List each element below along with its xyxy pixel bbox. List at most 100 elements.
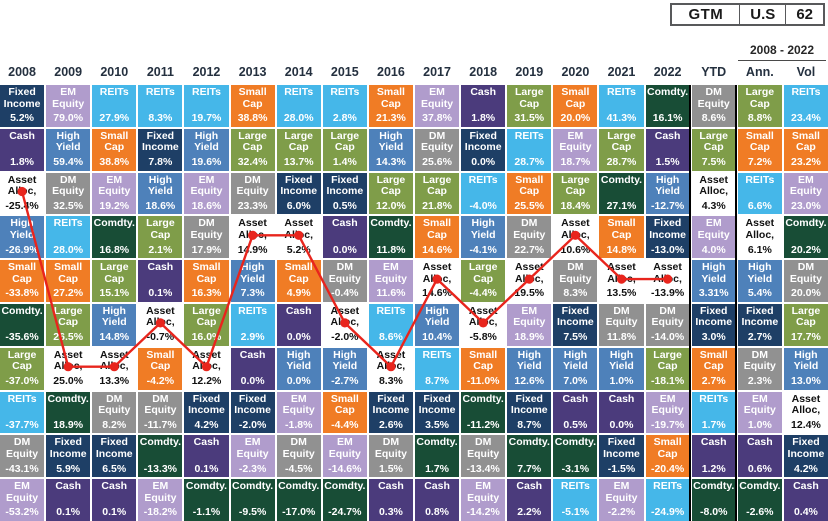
return-value: 0.0%	[286, 331, 311, 344]
quilt-cell: Asset Alloc, -13.9%	[645, 260, 690, 302]
asset-label: High Yield	[9, 217, 35, 241]
return-value: 16.8%	[99, 243, 130, 256]
asset-label: DM Equity	[559, 261, 592, 285]
asset-label: High Yield	[516, 348, 542, 373]
asset-label: DM Equity	[605, 304, 638, 329]
asset-label: EM Equity	[743, 392, 776, 417]
asset-label: High Yield	[470, 217, 496, 241]
asset-label: DM Equity	[697, 86, 730, 110]
quilt-cell: Fixed Income -1.5%	[599, 435, 644, 478]
return-value: 37.8%	[422, 112, 452, 125]
quilt-cell: Asset Alloc, 10.6%	[553, 216, 598, 259]
quilt-cell: EM Equity -1.8%	[276, 391, 321, 434]
asset-label: Asset Alloc,	[146, 304, 175, 329]
return-value: 28.0%	[53, 243, 84, 256]
quilt-cell: Cash 0.1%	[46, 479, 91, 521]
return-value: 0.0%	[286, 375, 311, 388]
asset-label: Comdty.	[739, 480, 781, 493]
asset-label: EM Equity	[98, 173, 131, 198]
quilt-cell: Asset Alloc, 6.1%	[737, 216, 782, 259]
asset-label: Fixed Income	[695, 304, 733, 329]
return-value: 27.9%	[99, 112, 130, 125]
quilt-cell: Comdty. 16.1%	[645, 85, 690, 127]
asset-label: Small Cap	[238, 86, 267, 110]
return-value: 28.0%	[283, 112, 314, 125]
asset-label: REITs	[560, 480, 590, 493]
return-value: -9.5%	[238, 506, 267, 519]
asset-label: Cash	[654, 129, 681, 142]
column-header-2015: 2015	[330, 65, 359, 79]
quilt-cell: Large Cap 15.1%	[92, 260, 137, 302]
quilt-cell: Asset Alloc, -25.4%	[0, 172, 45, 215]
asset-label: EM Equity	[374, 261, 407, 285]
return-value: 6.6%	[747, 199, 772, 212]
asset-label: Fixed Income	[603, 436, 640, 460]
quilt-cell: Small Cap 7.2%	[737, 128, 782, 171]
quilt-cell: Asset Alloc, 14.6%	[414, 260, 460, 302]
quilt-cell: DM Equity 20.0%	[783, 260, 828, 302]
quilt-cell: Small Cap 38.8%	[230, 85, 275, 127]
quilt-cell: DM Equity -0.4%	[322, 260, 367, 302]
quilt-cell: REITs 2.9%	[230, 303, 275, 346]
return-value: 2.7%	[747, 331, 772, 344]
return-value: 32.5%	[53, 199, 84, 212]
asset-label: EM Equity	[651, 392, 684, 417]
quilt-cell: High Yield 12.6%	[507, 347, 552, 390]
asset-label: Asset Alloc,	[238, 217, 267, 241]
asset-label: Large Cap	[514, 86, 544, 110]
asset-label: Cash	[101, 480, 128, 493]
return-value: 0.0%	[240, 375, 265, 388]
quilt-cell: Comdty. -17.0%	[276, 479, 321, 521]
return-value: 1.7%	[701, 418, 726, 431]
return-value: 15.1%	[99, 287, 130, 300]
quilt-cell: Cash 0.0%	[322, 216, 367, 259]
return-value: 1.8%	[10, 156, 35, 169]
return-value: -2.0%	[238, 418, 267, 431]
asset-label: EM Equity	[144, 480, 177, 504]
return-value: 8.8%	[747, 112, 772, 125]
asset-label: Comdty.	[600, 173, 643, 186]
return-value: 10.4%	[422, 331, 452, 344]
return-value: 28.7%	[514, 156, 545, 169]
asset-label: EM Equity	[421, 86, 454, 110]
asset-label: EM Equity	[559, 129, 592, 154]
return-value: -4.0%	[469, 199, 497, 212]
asset-label: High Yield	[286, 348, 312, 373]
asset-label: Small Cap	[699, 348, 728, 373]
return-value: 7.8%	[148, 156, 173, 169]
quilt-cell: Comdty. -2.6%	[737, 479, 782, 521]
quilt-cell: REITs 8.7%	[414, 347, 460, 390]
badge-gtm-label: GTM	[688, 6, 724, 23]
return-value: 16.0%	[191, 331, 222, 344]
quilt-cell: REITs -5.1%	[553, 479, 598, 521]
asset-label: Cash	[746, 436, 773, 449]
return-value: 0.6%	[747, 462, 772, 475]
return-value: 6.5%	[102, 462, 127, 475]
return-value: 13.0%	[791, 375, 821, 388]
return-value: 25.5%	[514, 199, 545, 212]
quilt-cell: EM Equity 1.0%	[737, 391, 782, 434]
quilt-cell: Small Cap 14.8%	[599, 216, 644, 259]
asset-label: Cash	[9, 129, 35, 142]
asset-label: Asset Alloc,	[7, 173, 37, 198]
quilt-cell: DM Equity 17.9%	[184, 216, 229, 259]
asset-label: Large Cap	[653, 348, 682, 373]
asset-label: High Yield	[148, 173, 173, 198]
return-value: -2.6%	[746, 506, 774, 519]
quilt-cell: EM Equity 18.7%	[553, 128, 598, 171]
quilt-cell: EM Equity -14.6%	[322, 435, 367, 478]
quilt-cell: DM Equity 22.7%	[507, 216, 552, 259]
return-value: 20.0%	[560, 112, 591, 125]
asset-label: High Yield	[747, 261, 773, 285]
return-value: 0.1%	[56, 506, 81, 519]
return-value: -12.7%	[650, 199, 685, 212]
return-value: 0.5%	[563, 418, 588, 431]
return-value: -17.0%	[282, 506, 316, 519]
return-value: -20.4%	[650, 462, 685, 475]
return-value: 4.9%	[286, 287, 311, 300]
quilt-cell: EM Equity 18.6%	[184, 172, 229, 215]
asset-label: Cash	[562, 392, 589, 405]
asset-label: EM Equity	[236, 436, 269, 460]
quilt-cell: Small Cap 2.7%	[691, 347, 736, 390]
asset-label: Large Cap	[745, 86, 775, 110]
